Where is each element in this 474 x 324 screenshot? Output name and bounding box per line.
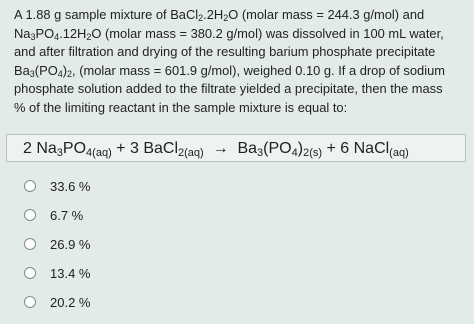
text-run: O (molar mass = 244.3 g/mol) and: [228, 7, 425, 22]
radio-button[interactable]: [24, 180, 36, 192]
option-label: 20.2 %: [50, 294, 91, 310]
subscript: 3: [30, 31, 36, 42]
radio-button[interactable]: [24, 209, 36, 221]
text-run: ): [297, 140, 304, 157]
text-run: phosphate solution added to the filtrate…: [14, 81, 443, 97]
question-line: Na3PO4.12H2O (molar mass = 380.2 g/mol) …: [14, 25, 445, 44]
subscript: 2: [223, 13, 229, 23]
subscript: 2: [67, 68, 73, 79]
subscript: 2(s): [303, 147, 323, 159]
text-run: % of the limiting reactant in the sample…: [14, 99, 348, 115]
subscript: 4: [57, 68, 63, 79]
subscript: 2(aq): [178, 147, 204, 159]
radio-button[interactable]: [24, 267, 36, 279]
text-run: 2 Na: [23, 140, 57, 157]
question-line: Ba3(PO4)2, (molar mass = 601.9 g/mol), w…: [14, 62, 445, 81]
subscript: 3: [56, 147, 63, 159]
radio-button[interactable]: [24, 296, 36, 308]
text-run: O (molar mass = 380.2 g/mol) was dissolv…: [91, 25, 444, 41]
text-run: PO: [62, 140, 87, 157]
text-run: Na: [14, 25, 31, 41]
text-run: + 6 NaCl: [322, 140, 390, 157]
subscript: 3: [29, 68, 35, 79]
equation: 2 Na3PO4(aq) + 3 BaCl2(aq) → Ba3(PO4)2(s…: [6, 134, 466, 162]
radio-button[interactable]: [24, 238, 36, 250]
question-line: and after filtration and drying of the r…: [14, 43, 445, 62]
text-run: A 1.88 g sample mixture of BaCl: [14, 7, 199, 22]
question: A 1.88 g sample mixture of BaCl2.2H2O (m…: [14, 6, 445, 118]
option-label: 26.9 %: [50, 236, 91, 252]
text-run: + 3 BaCl: [111, 140, 178, 157]
subscript: 4(aq): [86, 147, 112, 159]
option-label: 6.7 %: [50, 207, 84, 223]
text-run: Ba: [14, 62, 30, 78]
subscript: 4: [54, 31, 60, 42]
subscript: 2: [86, 31, 92, 42]
question-line: A 1.88 g sample mixture of BaCl2.2H2O (m…: [14, 6, 445, 25]
question-line: % of the limiting reactant in the sample…: [14, 99, 445, 118]
option-label: 13.4 %: [50, 265, 91, 281]
option[interactable]: 26.9 %: [24, 234, 90, 254]
text-run: → Ba: [203, 140, 258, 157]
text-run: ): [62, 62, 68, 78]
text-run: PO: [35, 25, 55, 41]
text-run: (PO: [34, 62, 58, 78]
text-run: .12H: [59, 25, 87, 41]
option[interactable]: 6.7 %: [24, 205, 83, 225]
text-run: , (molar mass = 601.9 g/mol), weighed 0.…: [72, 62, 445, 78]
text-run: .2H: [203, 7, 224, 22]
text-run: and after filtration and drying of the r…: [14, 44, 436, 60]
subscript: 4: [291, 147, 298, 159]
option[interactable]: 13.4 %: [24, 263, 90, 283]
option[interactable]: 33.6 %: [24, 176, 90, 196]
subscript: 2: [198, 13, 204, 23]
option-label: 33.6 %: [50, 178, 91, 194]
question-line: phosphate solution added to the filtrate…: [14, 80, 445, 99]
subscript: (aq): [389, 147, 409, 159]
text-run: (PO: [263, 140, 292, 157]
option[interactable]: 20.2 %: [24, 292, 90, 312]
subscript: 3: [257, 147, 264, 159]
